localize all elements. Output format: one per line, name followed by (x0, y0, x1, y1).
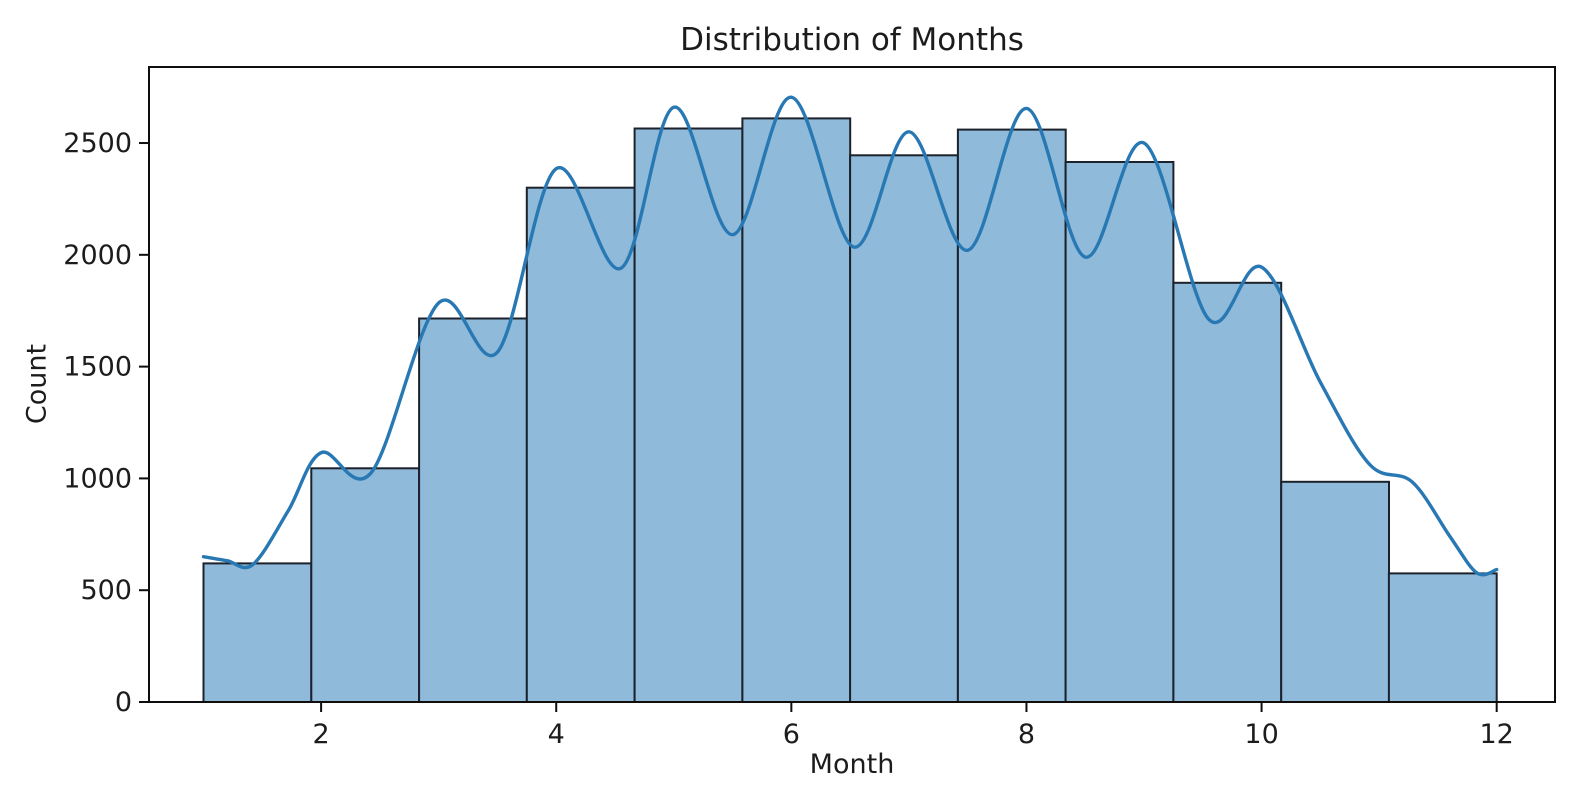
y-tick-label: 2500 (63, 128, 132, 159)
histogram-bar (849, 154, 959, 704)
x-tick-label: 2 (313, 719, 330, 750)
y-tick-label: 0 (115, 687, 132, 718)
chart-title: Distribution of Months (680, 22, 1024, 58)
y-tick-label: 1500 (63, 352, 132, 383)
histogram-bar (525, 186, 636, 703)
histogram-bar (418, 317, 528, 703)
histogram-bar (310, 467, 421, 703)
x-axis-label: Month (809, 749, 895, 780)
histogram-bar (202, 562, 313, 704)
x-tick-label: 6 (783, 719, 800, 750)
histogram-bar (1387, 572, 1498, 704)
histogram-bar (1172, 281, 1283, 703)
histogram-bar (741, 117, 852, 703)
histogram-bar (633, 127, 744, 703)
kde-curve (201, 95, 1499, 577)
axes-spines (148, 66, 1556, 703)
y-tick-label: 500 (80, 575, 132, 606)
x-tick-label: 4 (548, 719, 565, 750)
y-tick-label: 1000 (63, 463, 132, 494)
x-tick-label: 8 (1018, 719, 1035, 750)
y-tick-label: 2000 (63, 240, 132, 271)
histogram-bar (956, 128, 1067, 704)
x-tick-label: 10 (1244, 719, 1278, 750)
y-axis-label: Count (21, 343, 53, 425)
x-tick-label: 12 (1480, 719, 1514, 750)
histogram-bar (1064, 161, 1175, 703)
histogram-bar (1280, 480, 1390, 703)
